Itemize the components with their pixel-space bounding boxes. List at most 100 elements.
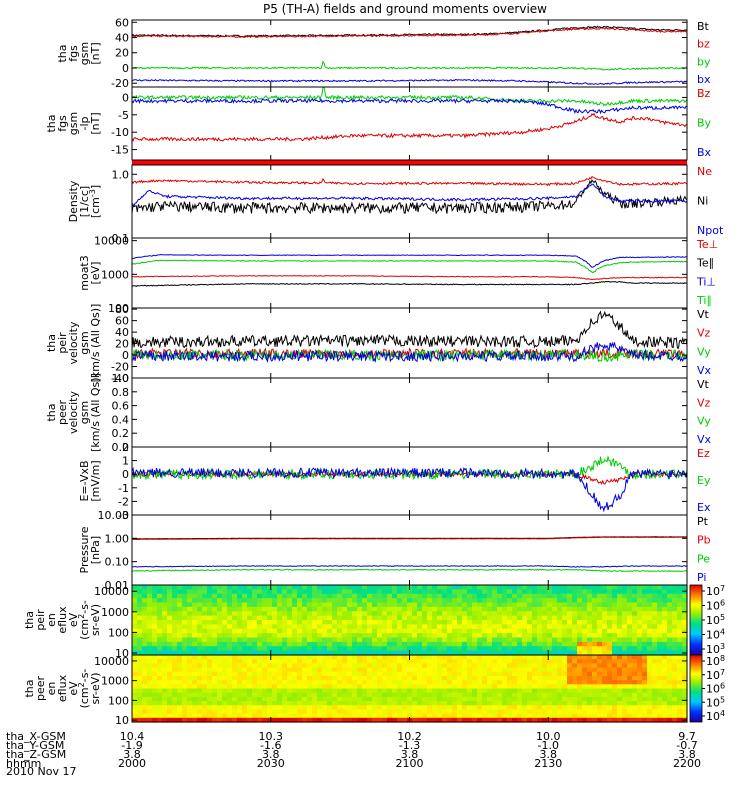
spectrogram-cell <box>207 713 213 719</box>
spectrogram-cell <box>357 602 363 608</box>
spectrogram-cell <box>357 675 363 681</box>
spectrogram-cell <box>137 633 143 639</box>
spectrogram-cell <box>387 675 393 681</box>
spectrogram-cell <box>152 696 158 702</box>
legend-bz: Bz <box>697 87 711 100</box>
spectrogram-cell <box>257 615 263 621</box>
spectrogram-cell <box>532 696 538 702</box>
spectrogram-cell <box>572 633 578 639</box>
y-axis-label-line: gsm <box>78 331 91 354</box>
spectrogram-cell <box>337 680 343 685</box>
spectrogram-cell <box>472 585 478 590</box>
spectrogram-cell <box>677 589 683 595</box>
spectrogram-cell <box>472 620 478 625</box>
spectrogram-cell <box>212 602 218 608</box>
legend-teperp: Te⊥ <box>696 238 718 251</box>
spectrogram-cell <box>287 659 293 664</box>
spectrogram-cell <box>527 593 533 599</box>
spectrogram-cell <box>517 688 523 694</box>
spectrogram-cell <box>297 692 303 698</box>
spectrogram-cell <box>592 688 598 694</box>
spectrogram-cell <box>287 633 293 639</box>
spectrogram-cell <box>552 659 558 664</box>
spectrogram-cell <box>547 684 553 690</box>
spectrogram-cell <box>142 684 148 690</box>
spectrogram-cell <box>537 650 543 656</box>
spectrogram-cell <box>487 684 493 690</box>
spectrogram-cell <box>147 675 153 681</box>
spectrogram-cell <box>287 637 293 643</box>
spectrogram-cell <box>637 589 643 595</box>
spectrogram-cell <box>317 593 323 599</box>
spectrogram-cell <box>452 633 458 639</box>
spectrogram-cell <box>402 598 408 604</box>
spectrogram-cell <box>157 624 163 630</box>
spectrogram-cell <box>322 692 328 698</box>
spectrogram-cell <box>257 611 263 617</box>
spectrogram-cell <box>132 593 138 599</box>
spectrogram-cell <box>237 701 243 706</box>
spectrogram-cell <box>447 589 453 595</box>
spectrogram-cell <box>242 696 248 702</box>
spectrogram-cell <box>487 713 493 719</box>
spectrogram-cell <box>297 701 303 706</box>
spectrogram-cell <box>492 606 498 612</box>
spectrogram-cell <box>292 692 298 698</box>
spectrogram-cell <box>562 705 568 711</box>
spectrogram-cell <box>232 705 238 711</box>
spectrogram-cell <box>407 680 413 685</box>
spectrogram-cell <box>457 646 463 652</box>
spectrogram-cell <box>672 713 678 719</box>
spectrogram-cell <box>652 641 658 647</box>
spectrogram-cell <box>177 680 183 685</box>
spectrogram-cell <box>567 650 573 656</box>
spectrogram-cell <box>182 646 188 652</box>
x-tick-label-x: 9.7 <box>678 730 696 743</box>
spectrogram-cell <box>362 589 368 595</box>
spectrogram-cell <box>512 641 518 647</box>
spectrogram-cell <box>482 637 488 643</box>
spectrogram-cell <box>227 684 233 690</box>
spectrogram-cell <box>142 593 148 599</box>
spectrogram-cell <box>557 688 563 694</box>
spectrogram-cell <box>497 611 503 617</box>
spectrogram-cell <box>657 659 663 664</box>
spectrogram-cell <box>137 688 143 694</box>
spectrogram-cell <box>562 598 568 604</box>
spectrogram-cell <box>352 637 358 643</box>
spectrogram-cell <box>157 641 163 647</box>
spectrogram-cell <box>532 688 538 694</box>
spectrogram-cell <box>347 598 353 604</box>
spectrogram-cell <box>572 637 578 643</box>
spectrogram-cell <box>282 606 288 612</box>
spectrogram-cell <box>607 696 613 702</box>
spectrogram-cell <box>212 598 218 604</box>
spectrogram-cell <box>507 713 513 719</box>
spectrogram-cell <box>517 713 523 719</box>
spectrogram-cell <box>312 663 318 669</box>
spectrogram-cell <box>647 713 653 719</box>
spectrogram-cell <box>367 650 373 656</box>
spectrogram-cell <box>627 589 633 595</box>
spectrogram-cell <box>257 713 263 719</box>
spectrogram-cell <box>457 589 463 595</box>
spectrogram-cell <box>397 717 403 723</box>
spectrogram-cell <box>167 641 173 647</box>
spectrogram-cell <box>612 620 618 625</box>
spectrogram-cell <box>402 602 408 608</box>
spectrogram-cell <box>432 705 438 711</box>
y-tick-label: 0 <box>122 62 129 75</box>
y-axis-label-line: (cm2-s- <box>77 600 91 640</box>
spectrogram-cell <box>637 675 643 681</box>
spectrogram-cell <box>677 620 683 625</box>
spectrogram-cell <box>147 655 153 660</box>
spectrogram-cell <box>207 684 213 690</box>
spectrogram-cell <box>632 620 638 625</box>
spectrogram-cell <box>137 717 143 723</box>
spectrogram-cell <box>227 659 233 664</box>
spectrogram-cell <box>667 602 673 608</box>
spectrogram-cell <box>147 602 153 608</box>
spectrogram-cell <box>252 675 258 681</box>
spectrogram-cell <box>197 593 203 599</box>
legend-vx: Vx <box>697 433 712 446</box>
